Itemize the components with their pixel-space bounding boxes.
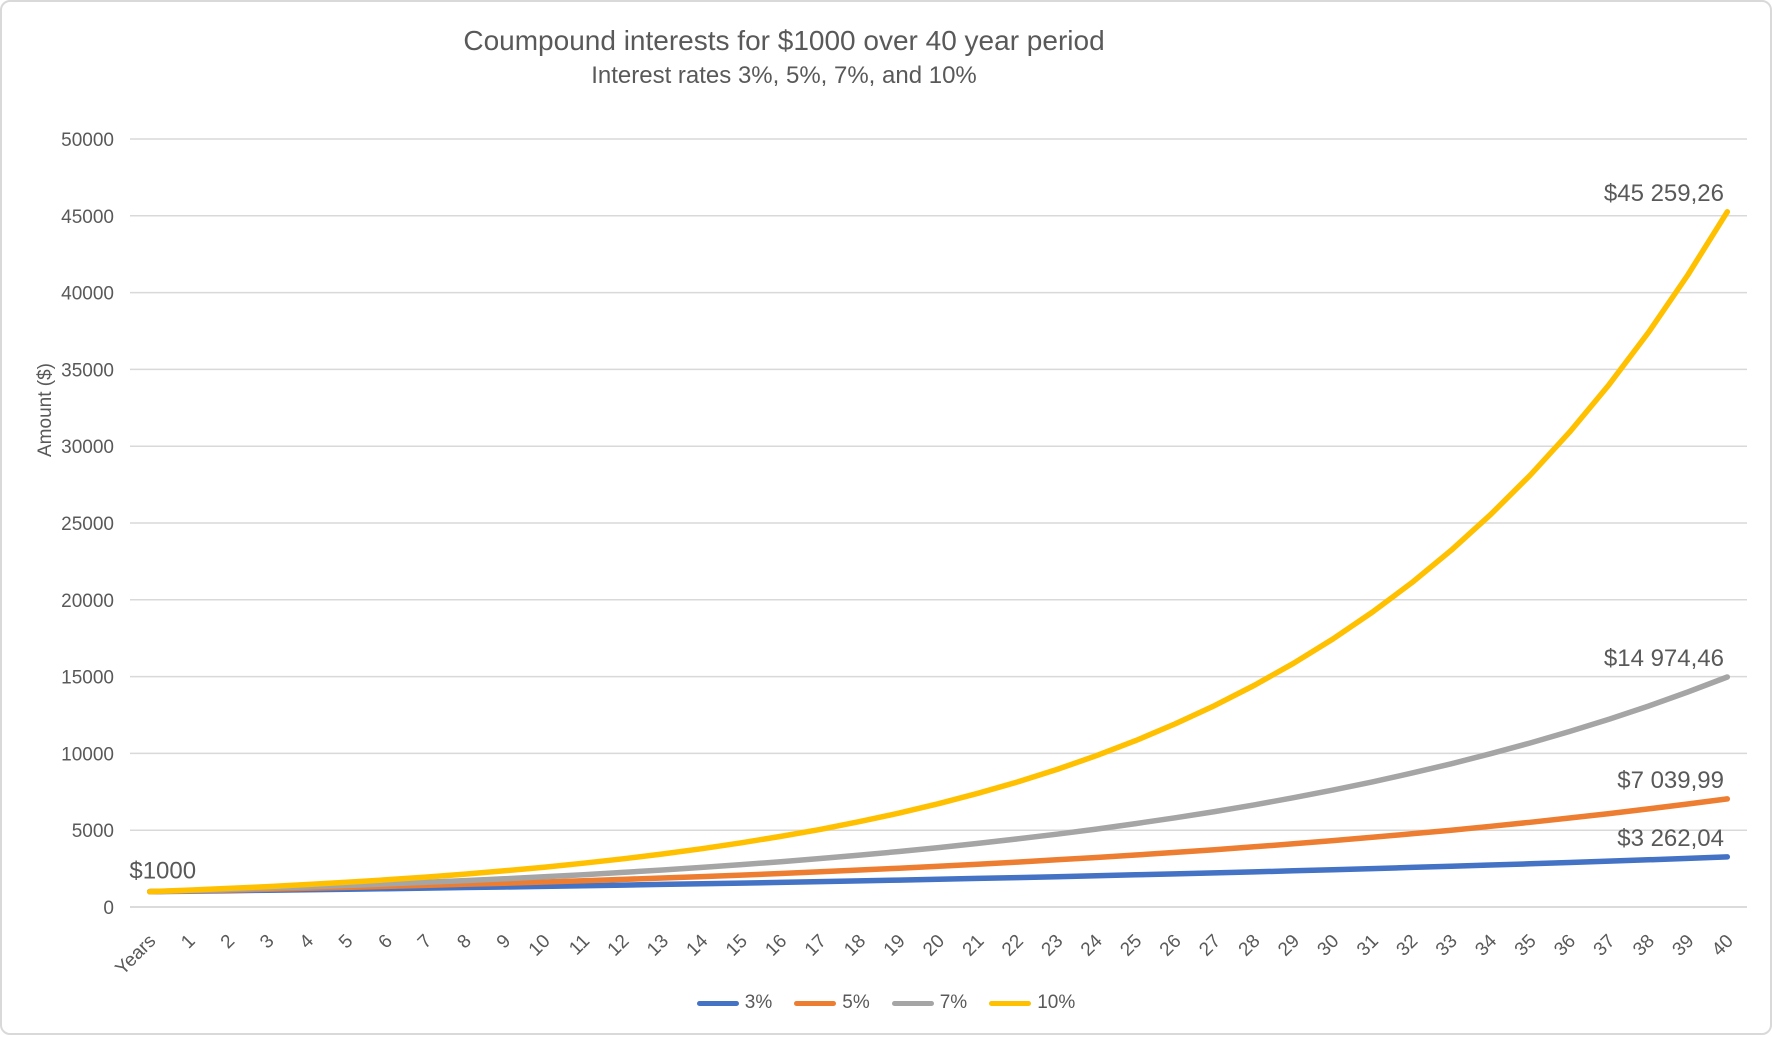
x-tick-25: 25 [1116,931,1146,961]
legend-swatch-7pct-icon [891,1000,934,1006]
x-tick-32: 32 [1393,931,1423,961]
x-tick-6: 6 [375,931,397,953]
x-tick-labels: Years 1 2 3 4 5 6 7 8 9 10 11 12 13 14 15 16 17 18 19 20 21 22… [112,930,1738,979]
legend-swatch-3pct-icon [696,1000,739,1006]
x-tick-15: 15 [722,931,752,961]
y-tick-40000: 40000 [61,284,114,305]
x-tick-30: 30 [1314,931,1344,961]
legend-item-7pct: 7% [891,992,968,1014]
x-tick-14: 14 [683,930,713,960]
x-tick-1: 1 [177,931,199,953]
x-tick-33: 33 [1432,931,1462,961]
y-tick-35000: 35000 [61,360,114,381]
y-tick-0: 0 [103,898,114,919]
x-tick-38: 38 [1629,931,1659,961]
x-tick-27: 27 [1195,931,1225,961]
x-tick-21: 21 [959,931,989,961]
x-tick-7: 7 [414,931,436,953]
y-tick-25000: 25000 [61,514,114,535]
y-tick-labels: 0 5000 10000 15000 20000 25000 30000 35000 40000… [61,130,114,919]
x-tick-35: 35 [1511,931,1541,961]
y-tick-30000: 30000 [61,437,114,458]
x-tick-4: 4 [296,930,319,953]
y-tick-20000: 20000 [61,591,114,612]
chart-subtitle: Interest rates 3%, 5%, 7%, and 10% [591,62,977,89]
x-tick-9: 9 [493,931,515,953]
x-tick-36: 36 [1550,931,1580,961]
series-line-10% [146,209,1731,895]
data-label-start: $1000 [129,858,196,885]
y-tick-45000: 45000 [61,207,114,228]
x-tick-24: 24 [1077,930,1107,960]
x-tick-22: 22 [998,931,1028,961]
data-label-end-7%: $14 974,46 [1604,645,1724,672]
legend-item-3pct: 3% [696,992,773,1014]
x-tick-3: 3 [256,931,278,953]
legend: 3% 5% 7% 10% [2,989,1770,1017]
chart-title: Coumpound interests for $1000 over 40 ye… [463,25,1105,56]
x-tick-Years: Years [112,931,161,980]
data-label-end-5%: $7 039,99 [1617,767,1724,794]
series-line-5% [146,796,1731,895]
x-tick-11: 11 [565,931,594,960]
series-line-7% [146,674,1731,895]
x-tick-34: 34 [1471,930,1501,960]
legend-item-5pct: 5% [794,992,870,1014]
series-lines [146,209,1731,895]
x-tick-16: 16 [761,931,791,961]
x-tick-2: 2 [217,931,239,953]
x-tick-12: 12 [604,931,634,961]
data-label-end-10%: $45 259,26 [1604,180,1724,207]
x-tick-13: 13 [643,931,673,961]
y-gridlines [130,138,1747,908]
legend-label-3pct: 3% [744,992,773,1013]
x-tick-5: 5 [335,931,357,953]
x-tick-40: 40 [1708,931,1738,961]
legend-item-10pct: 10% [989,992,1075,1014]
legend-label-7pct: 7% [939,992,968,1013]
x-tick-37: 37 [1590,931,1620,961]
legend-swatch-5pct-icon [794,1000,837,1006]
x-tick-39: 39 [1669,931,1699,961]
data-label-end-3%: $3 262,04 [1617,825,1724,852]
y-tick-15000: 15000 [61,668,114,689]
x-tick-26: 26 [1156,931,1186,961]
x-tick-23: 23 [1038,931,1068,961]
x-tick-19: 19 [880,931,910,961]
chart-title-block: Coumpound interests for $1000 over 40 ye… [463,24,1104,91]
x-tick-10: 10 [525,931,555,961]
x-tick-18: 18 [840,931,870,961]
x-tick-17: 17 [801,931,831,961]
x-tick-8: 8 [453,931,475,953]
data-labels: $1000 $3 262,04 $7 039,99 $14 974,46 $45 259… [129,180,1724,885]
legend-label-10pct: 10% [1037,992,1076,1013]
legend-label-5pct: 5% [842,992,870,1013]
x-tick-31: 31 [1353,931,1383,961]
y-tick-10000: 10000 [61,744,114,765]
x-tick-28: 28 [1235,931,1265,961]
y-tick-50000: 50000 [61,130,114,151]
y-tick-5000: 5000 [72,821,114,842]
x-tick-20: 20 [919,931,949,961]
legend-swatch-10pct-icon [989,1000,1032,1006]
x-tick-29: 29 [1274,931,1304,961]
